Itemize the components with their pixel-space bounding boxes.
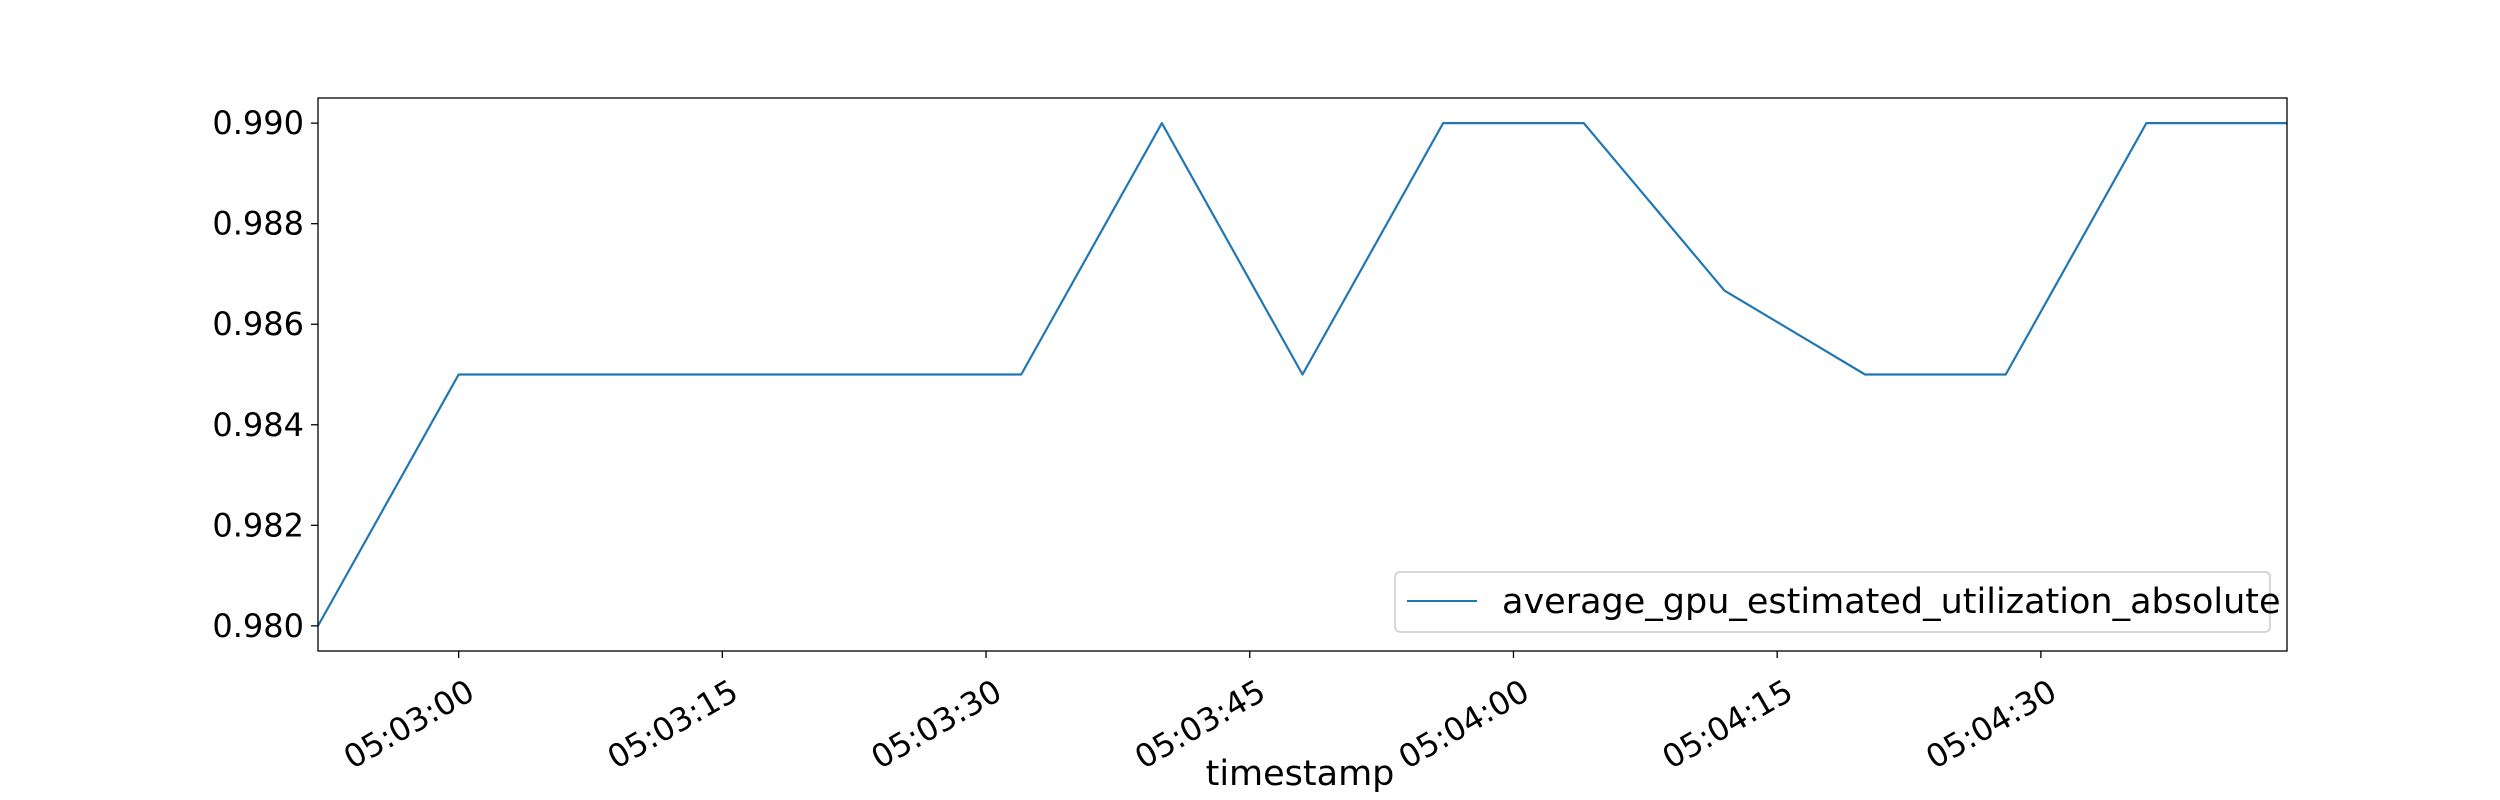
x-tick-label: 05:04:30	[1919, 672, 2062, 777]
x-tick-label: 05:03:15	[601, 672, 744, 777]
legend-box	[1394, 571, 2271, 633]
y-tick-label: 0.990	[212, 104, 304, 142]
x-tick-label: 05:04:15	[1656, 672, 1799, 777]
x-axis-ticks: 05:03:00 05:03:15 05:03:30 05:03:45 05:04:00…	[337, 651, 2063, 777]
y-axis-ticks: 0.980 0.982 0.984 0.986 0.988 0.990	[212, 104, 318, 645]
y-tick-label: 0.980	[212, 607, 304, 645]
x-tick-label: 05:03:00	[337, 672, 480, 777]
legend: average_gpu_estimated_utilization_absolu…	[1394, 571, 2281, 633]
y-tick-label: 0.982	[212, 506, 304, 544]
x-axis-title: timestamp	[1206, 754, 1395, 794]
x-tick-label: 05:03:30	[865, 672, 1008, 777]
plot-frame	[317, 97, 2288, 652]
series-line	[317, 122, 2287, 627]
y-tick-label: 0.984	[212, 406, 304, 444]
y-tick-label: 0.986	[212, 305, 304, 343]
x-tick-label: 05:04:00	[1392, 672, 1535, 777]
legend-label: average_gpu_estimated_utilization_absolu…	[1502, 582, 2281, 622]
series-layer	[317, 122, 2287, 627]
y-tick-label: 0.988	[212, 205, 304, 243]
